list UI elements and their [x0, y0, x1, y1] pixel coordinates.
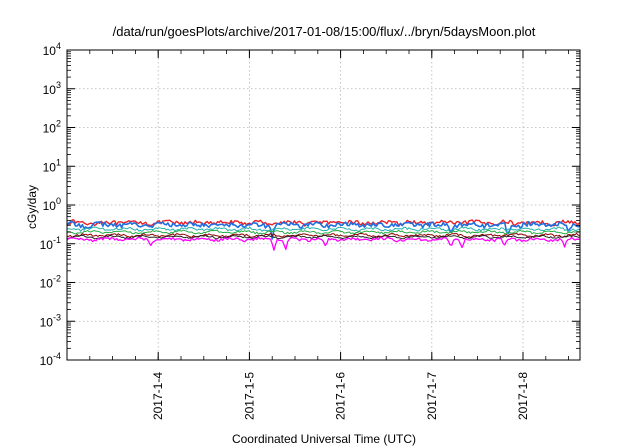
y-tick-label: 101 [43, 157, 61, 174]
y-tick-label: 102 [43, 119, 61, 136]
series-group [66, 219, 581, 251]
y-tick-label: 10-3 [40, 312, 61, 329]
series-line-5 [66, 232, 580, 238]
x-tick-label: 2017-1-6 [334, 372, 348, 420]
y-tick-label: 10-4 [40, 351, 61, 368]
y-tick-label: 100 [43, 196, 61, 213]
plot-frame [66, 49, 581, 361]
series-line-4 [66, 229, 581, 235]
y-tick-label: 104 [43, 41, 61, 58]
x-tick-label: 2017-1-8 [516, 372, 530, 420]
y-tick-label: 103 [43, 80, 61, 97]
x-tick-label: 2017-1-4 [151, 372, 165, 420]
series-line-3 [67, 226, 581, 233]
series-line-6 [66, 234, 581, 240]
x-tick-label: 2017-1-5 [242, 372, 256, 420]
chart-title: /data/run/goesPlots/archive/2017-01-08/1… [113, 24, 536, 39]
series-line-7 [66, 236, 581, 251]
series-line-2 [66, 220, 581, 240]
y-tick-label: 10-2 [40, 274, 61, 291]
y-tick-label: 10-1 [40, 235, 61, 252]
x-tick-label: 2017-1-7 [425, 372, 439, 420]
x-axis-label: Coordinated Universal Time (UTC) [232, 432, 416, 446]
y-axis-label: cGy/day [25, 185, 39, 229]
axes: 10-4 10-3 10-2 10-1 100 101 102 103 104 2017-1-4 2… [40, 41, 580, 420]
